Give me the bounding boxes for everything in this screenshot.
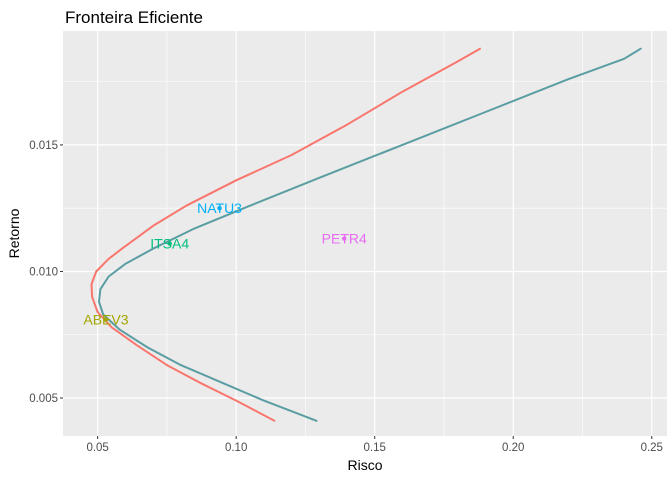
asset-point — [342, 236, 347, 241]
plot-panel — [63, 31, 667, 436]
frontier-line — [90, 47, 481, 422]
y-tick-label: 0.010 — [29, 266, 58, 278]
asset-point — [167, 241, 172, 246]
asset-points: NATU3 ITSA4 PETR4 ABEV3 — [83, 200, 367, 327]
x-axis-ticks: 0.05 0.10 0.15 0.20 0.25 — [86, 436, 663, 454]
x-axis-title: Risco — [347, 457, 382, 473]
y-tick-label: 0.005 — [29, 393, 58, 405]
asset-label: NATU3 — [197, 200, 242, 216]
x-tick-label: 0.05 — [86, 442, 108, 454]
asset-point — [217, 205, 222, 211]
major-gridlines — [63, 31, 667, 436]
y-axis-ticks: 0.005 0.010 0.015 — [29, 140, 63, 405]
frontier-line — [98, 47, 642, 422]
y-axis-title: Retorno — [6, 208, 22, 258]
chart-title: Fronteira Eficiente — [65, 8, 203, 27]
x-tick-label: 0.15 — [364, 442, 386, 454]
asset-label: ITSA4 — [150, 236, 189, 252]
asset-point — [103, 317, 109, 322]
x-tick-label: 0.20 — [502, 442, 524, 454]
asset-label: ABEV3 — [83, 312, 128, 328]
minor-gridlines — [63, 31, 667, 436]
frontier-series — [90, 47, 642, 422]
x-tick-label: 0.10 — [225, 442, 247, 454]
asset-label: PETR4 — [322, 231, 367, 247]
y-tick-label: 0.015 — [29, 140, 58, 152]
x-tick-label: 0.25 — [641, 442, 663, 454]
